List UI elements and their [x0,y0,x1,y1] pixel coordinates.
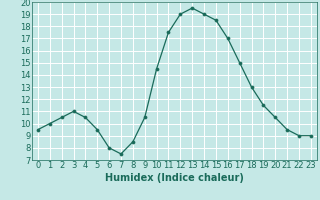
X-axis label: Humidex (Indice chaleur): Humidex (Indice chaleur) [105,173,244,183]
